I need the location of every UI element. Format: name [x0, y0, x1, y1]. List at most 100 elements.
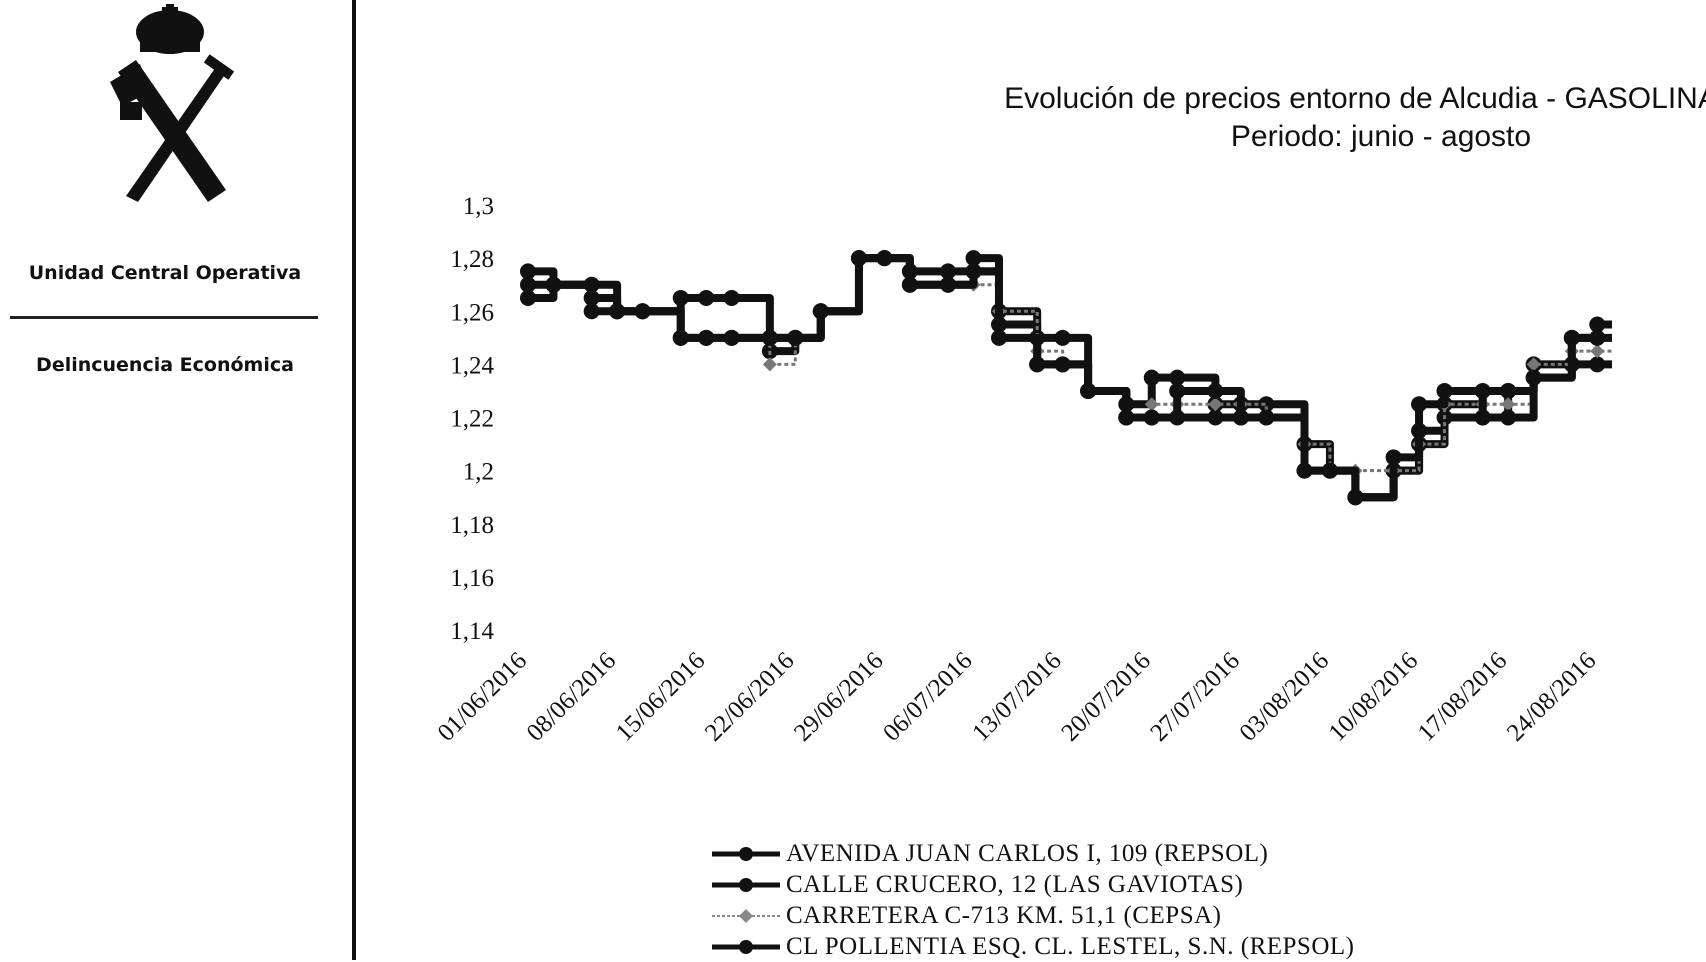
department-name: Delincuencia Económica: [36, 354, 294, 376]
x-tick-label: 29/06/2016: [789, 647, 889, 747]
guardia-civil-emblem-icon: [110, 4, 235, 202]
y-tick-label: 1,26: [450, 299, 494, 326]
series-point: [520, 289, 536, 306]
x-tick-label: 24/08/2016: [1502, 647, 1602, 747]
y-tick-label: 1,28: [450, 246, 494, 273]
x-tick-label: 15/06/2016: [611, 647, 711, 747]
series-point: [1232, 409, 1249, 426]
series-point: [1208, 397, 1223, 412]
series-point: [1563, 329, 1580, 346]
series-point: [1080, 382, 1097, 399]
x-tick-label: 13/07/2016: [967, 647, 1067, 747]
x-tick-label: 06/07/2016: [878, 647, 978, 747]
x-tick-label: 17/08/2016: [1413, 647, 1513, 747]
series-point: [1500, 382, 1517, 399]
series-point: [1144, 397, 1159, 412]
series-point: [583, 303, 600, 320]
series-point: [1589, 316, 1606, 333]
y-tick-label: 1,16: [450, 565, 494, 592]
x-tick-label: 20/07/2016: [1056, 647, 1156, 747]
series-point: [1207, 409, 1224, 426]
series-point: [1169, 382, 1186, 399]
series-point: [698, 329, 715, 346]
x-tick-label: 27/07/2016: [1145, 647, 1245, 747]
series-point: [1321, 462, 1338, 479]
series-point: [761, 329, 778, 346]
x-tick-label: 10/08/2016: [1324, 647, 1424, 747]
legend-swatch: [712, 846, 780, 861]
series-point: [812, 303, 829, 320]
x-tick-label: 22/06/2016: [700, 647, 800, 747]
series-point: [545, 276, 562, 293]
series-point: [1385, 449, 1402, 466]
chart-title: Evolución de precios entorno de Alcudia …: [1004, 82, 1706, 115]
vertical-divider: [352, 0, 356, 960]
org-name: Unidad Central Operativa: [28, 262, 302, 284]
legend-item: CALLE CRUCERO, 12 (LAS GAVIOTAS): [710, 869, 1410, 900]
series-point: [1526, 357, 1541, 372]
series-point: [698, 289, 715, 306]
series-point: [1118, 409, 1135, 426]
series-point: [1500, 409, 1517, 426]
y-tick-label: 1,2: [463, 459, 494, 486]
legend-label: CALLE CRUCERO, 12 (LAS GAVIOTAS): [786, 870, 1244, 898]
legend-label: CARRETERA C-713 KM. 51,1 (CEPSA): [786, 901, 1222, 929]
series-point: [1590, 344, 1605, 359]
series-point: [1436, 382, 1453, 399]
series-point: [1143, 409, 1160, 426]
series-point: [1501, 397, 1516, 412]
series-point: [723, 289, 740, 306]
chart-title-block: Evolución de precios entorno de Alcudia …: [956, 80, 1706, 156]
series-point: [1589, 329, 1606, 346]
series-point: [1347, 489, 1364, 506]
series-point: [1207, 382, 1224, 399]
legend-item: CL POLLENTIA ESQ. CL. LESTEL, S.N. (REPS…: [710, 931, 1410, 962]
divider: [10, 316, 318, 319]
series-point: [723, 329, 740, 346]
series-point: [1143, 369, 1160, 386]
series-point: [1169, 369, 1186, 386]
x-tick-label: 08/06/2016: [522, 647, 622, 747]
series-point: [1258, 409, 1275, 426]
series-point: [1411, 396, 1428, 413]
legend-label: AVENIDA JUAN CARLOS I, 109 (REPSOL): [786, 839, 1269, 867]
series-point: [1029, 356, 1046, 373]
series-point: [990, 329, 1007, 346]
y-tick-label: 1,24: [450, 352, 494, 379]
series-point: [787, 329, 804, 346]
series-point: [609, 303, 626, 320]
y-tick-label: 1,18: [450, 512, 494, 539]
y-tick-label: 1,14: [450, 618, 494, 645]
x-tick-label: 03/08/2016: [1235, 647, 1335, 747]
y-tick-label: 1,3: [463, 193, 494, 220]
series-point: [1258, 396, 1275, 413]
series-point: [1054, 356, 1071, 373]
series-point: [850, 250, 867, 267]
series-point: [672, 329, 689, 346]
series-point: [762, 357, 777, 372]
series-point: [940, 263, 957, 280]
series-point: [520, 263, 536, 280]
legend-swatch: [712, 877, 780, 892]
chart-legend: AVENIDA JUAN CARLOS I, 109 (REPSOL) CALL…: [710, 838, 1410, 962]
series-point: [672, 289, 689, 306]
series-point: [634, 303, 651, 320]
series-point: [1054, 329, 1071, 346]
legend-item: AVENIDA JUAN CARLOS I, 109 (REPSOL): [710, 838, 1410, 869]
legend-swatch: [712, 939, 780, 954]
legend-item: CARRETERA C-713 KM. 51,1 (CEPSA): [710, 900, 1410, 931]
series-point: [1474, 409, 1491, 426]
legend-label: CL POLLENTIA ESQ. CL. LESTEL, S.N. (REPS…: [786, 932, 1355, 960]
series-point: [1525, 369, 1542, 386]
chart-panel: Evolución de precios entorno de Alcudia …: [356, 0, 1706, 960]
x-tick-label: 01/06/2016: [433, 647, 533, 747]
y-tick-label: 1,22: [450, 406, 494, 433]
chart-subtitle: Periodo: junio - agosto: [1230, 120, 1532, 153]
series-point: [520, 276, 536, 293]
sidebar: Unidad Central Operativa Delincuencia Ec…: [0, 0, 354, 960]
series-point: [1589, 356, 1606, 373]
legend-swatch: [712, 908, 780, 923]
series-point: [1296, 462, 1313, 479]
series-point: [965, 250, 982, 267]
